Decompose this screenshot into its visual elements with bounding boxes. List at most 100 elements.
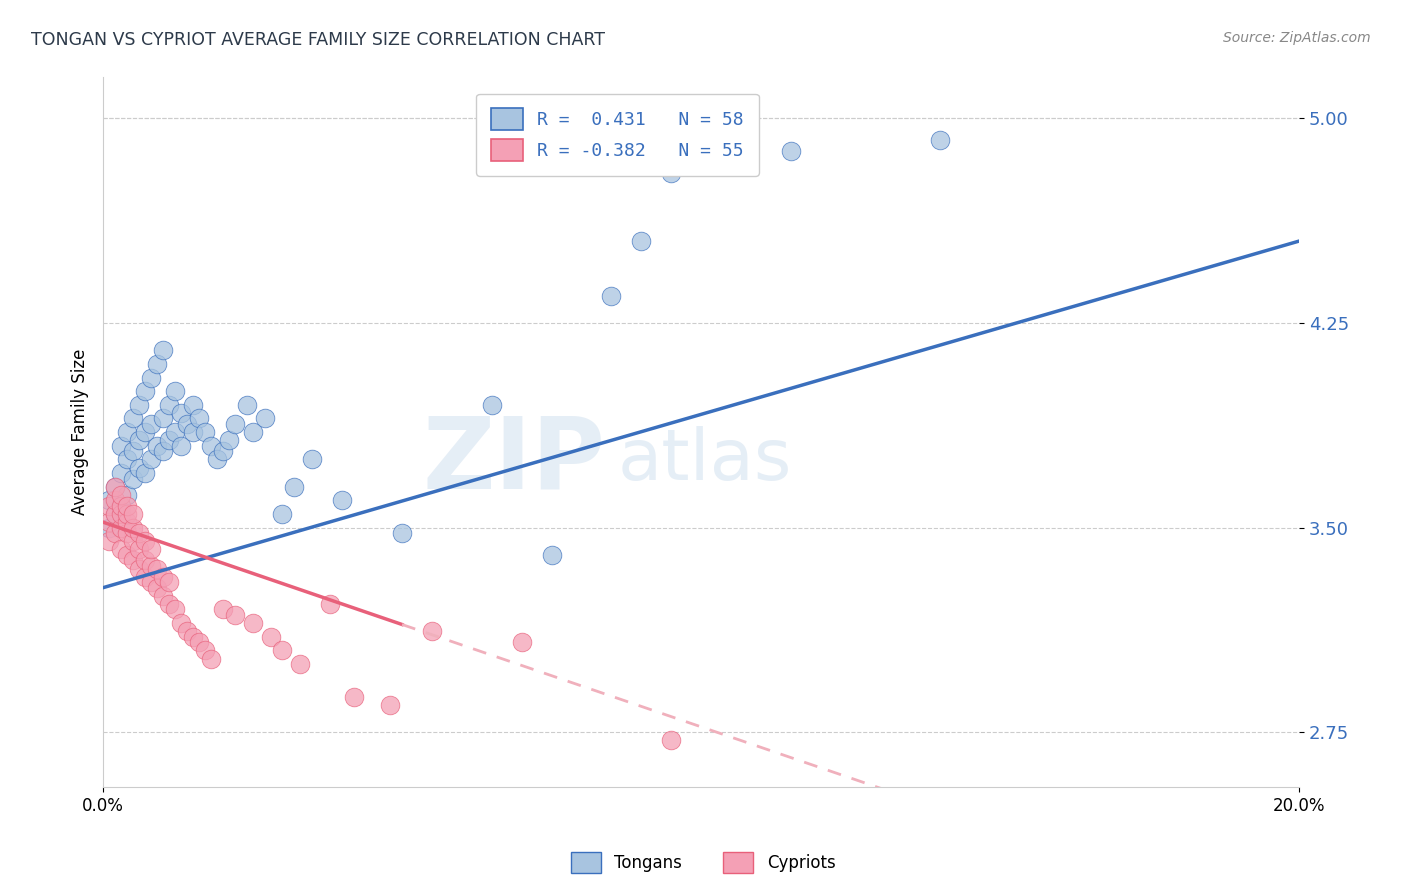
Point xyxy=(122,534,145,549)
Point xyxy=(540,548,562,562)
Point xyxy=(330,493,353,508)
Point xyxy=(115,526,138,541)
Point xyxy=(271,507,294,521)
Point xyxy=(122,444,145,458)
Point xyxy=(139,417,162,431)
Point xyxy=(170,616,193,631)
Point xyxy=(187,635,209,649)
Point xyxy=(176,417,198,431)
Point xyxy=(146,439,169,453)
Point xyxy=(157,398,180,412)
Point xyxy=(134,553,156,567)
Point xyxy=(104,480,127,494)
Point xyxy=(122,411,145,425)
Point xyxy=(187,411,209,425)
Point xyxy=(224,607,246,622)
Point xyxy=(128,542,150,557)
Point xyxy=(194,643,217,657)
Point xyxy=(139,370,162,384)
Point xyxy=(170,406,193,420)
Text: ZIP: ZIP xyxy=(422,412,606,509)
Point xyxy=(391,526,413,541)
Point xyxy=(659,733,682,747)
Point xyxy=(253,411,276,425)
Point xyxy=(115,515,138,529)
Point xyxy=(152,411,174,425)
Point xyxy=(218,434,240,448)
Point xyxy=(134,425,156,439)
Point xyxy=(163,384,186,399)
Point xyxy=(319,597,342,611)
Point xyxy=(110,542,132,557)
Point xyxy=(290,657,312,671)
Point xyxy=(146,561,169,575)
Point xyxy=(929,133,952,147)
Point xyxy=(115,452,138,467)
Text: Source: ZipAtlas.com: Source: ZipAtlas.com xyxy=(1223,31,1371,45)
Point xyxy=(200,439,222,453)
Point xyxy=(170,439,193,453)
Point xyxy=(242,425,264,439)
Point xyxy=(128,526,150,541)
Point xyxy=(630,234,652,248)
Point xyxy=(163,425,186,439)
Point xyxy=(181,630,204,644)
Point xyxy=(104,480,127,494)
Point xyxy=(235,398,257,412)
Point xyxy=(134,534,156,549)
Point xyxy=(242,616,264,631)
Point xyxy=(481,398,503,412)
Point xyxy=(343,690,366,704)
Point xyxy=(271,643,294,657)
Point xyxy=(115,488,138,502)
Point xyxy=(152,589,174,603)
Point xyxy=(152,444,174,458)
Point xyxy=(128,460,150,475)
Point xyxy=(181,425,204,439)
Point xyxy=(146,357,169,371)
Point xyxy=(110,439,132,453)
Point xyxy=(283,480,305,494)
Point xyxy=(194,425,217,439)
Point xyxy=(420,624,443,639)
Point xyxy=(134,384,156,399)
Point xyxy=(110,499,132,513)
Point xyxy=(510,635,533,649)
Y-axis label: Average Family Size: Average Family Size xyxy=(72,349,89,516)
Point xyxy=(122,521,145,535)
Point xyxy=(157,575,180,590)
Point xyxy=(104,507,127,521)
Point xyxy=(779,144,801,158)
Point xyxy=(139,542,162,557)
Point xyxy=(134,570,156,584)
Point xyxy=(110,488,132,502)
Point xyxy=(134,466,156,480)
Point xyxy=(122,471,145,485)
Point xyxy=(301,452,323,467)
Point xyxy=(152,343,174,358)
Point xyxy=(200,651,222,665)
Point xyxy=(205,452,228,467)
Point xyxy=(211,602,233,616)
Point xyxy=(104,507,127,521)
Point xyxy=(139,452,162,467)
Point xyxy=(110,466,132,480)
Point xyxy=(98,493,121,508)
Point xyxy=(128,434,150,448)
Point xyxy=(157,434,180,448)
Point xyxy=(181,398,204,412)
Text: atlas: atlas xyxy=(617,426,792,495)
Point xyxy=(104,526,127,541)
Point xyxy=(128,398,150,412)
Point xyxy=(152,570,174,584)
Point xyxy=(122,553,145,567)
Point xyxy=(378,698,401,712)
Point xyxy=(659,166,682,180)
Legend: R =  0.431   N = 58, R = -0.382   N = 55: R = 0.431 N = 58, R = -0.382 N = 55 xyxy=(477,94,758,176)
Text: TONGAN VS CYPRIOT AVERAGE FAMILY SIZE CORRELATION CHART: TONGAN VS CYPRIOT AVERAGE FAMILY SIZE CO… xyxy=(31,31,605,49)
Point xyxy=(163,602,186,616)
Point xyxy=(139,558,162,573)
Point xyxy=(115,548,138,562)
Point xyxy=(110,507,132,521)
Point xyxy=(139,575,162,590)
